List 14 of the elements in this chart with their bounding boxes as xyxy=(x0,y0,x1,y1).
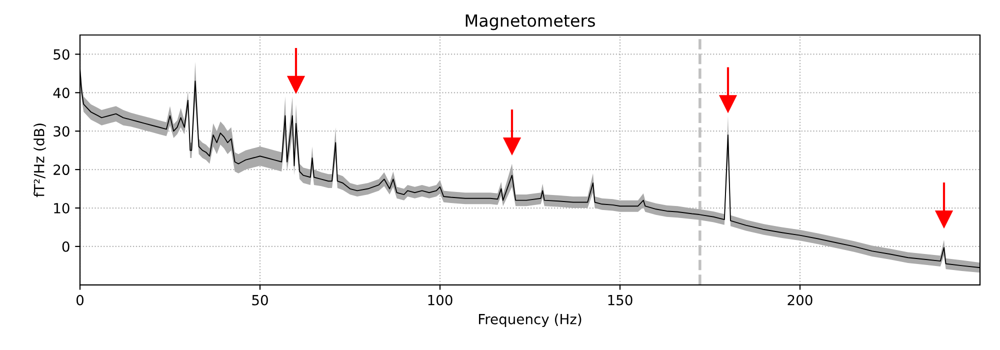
y-tick-label: 20 xyxy=(54,164,70,176)
y-tick-label: 40 xyxy=(53,88,70,98)
x-axis-title: Frequency (Hz) xyxy=(478,314,582,328)
x-tick-label: 200 xyxy=(788,294,812,306)
y-tick-label: 0 xyxy=(62,241,70,252)
chart-title: Magnetometers xyxy=(466,14,595,30)
x-tick-label: 150 xyxy=(608,294,632,306)
y-tick-label: 10 xyxy=(54,202,70,214)
y-axis-title: fT²/Hz (dB) xyxy=(34,124,46,198)
y-tick-label: 50 xyxy=(54,49,70,60)
x-tick-label: 100 xyxy=(428,294,452,306)
x-tick-label: 0 xyxy=(76,294,84,306)
y-tick-label: 30 xyxy=(54,126,70,137)
x-tick-label: 50 xyxy=(252,294,268,306)
